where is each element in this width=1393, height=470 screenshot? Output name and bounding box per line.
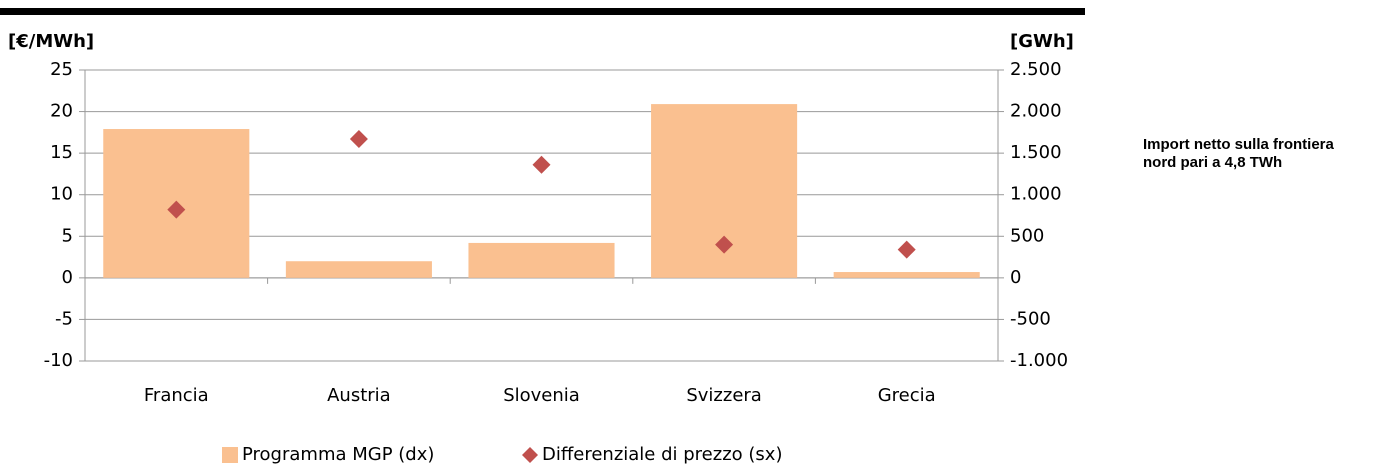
x-tick-label: Grecia [878, 385, 936, 406]
diamond [897, 240, 916, 259]
x-tick-label: Svizzera [686, 385, 761, 406]
y-tick-label: -10 [44, 350, 73, 371]
y2-tick-label: 1.500 [1010, 142, 1062, 163]
y2-tick-label: 0 [1010, 267, 1021, 288]
legend-swatch [522, 447, 538, 463]
y-axis-title: [€/MWh] [8, 31, 94, 52]
bar [285, 261, 432, 278]
y-tick-label: 20 [50, 101, 73, 122]
y-tick-label: 5 [62, 225, 73, 246]
y2-tick-label: 1.000 [1010, 184, 1062, 205]
bar [833, 272, 980, 278]
x-tick-label: Austria [327, 385, 391, 406]
diamond [349, 130, 368, 149]
y-tick-label: 0 [62, 267, 73, 288]
y-tick-label: 25 [50, 59, 73, 80]
annotation: Import netto sulla frontiera nord pari a… [1143, 136, 1334, 171]
y2-tick-label: -500 [1010, 308, 1051, 329]
diamond [167, 200, 186, 219]
diamond [715, 235, 734, 254]
legend-label: Differenziale di prezzo (sx) [542, 444, 782, 465]
x-tick-label: Slovenia [503, 385, 580, 406]
bar [468, 242, 615, 278]
y-tick-label: 15 [50, 142, 73, 163]
y-tick-label: 10 [50, 184, 73, 205]
y-tick-label: -5 [55, 308, 73, 329]
legend-label: Programma MGP (dx) [242, 444, 434, 465]
y2-tick-label: -1.000 [1010, 350, 1068, 371]
diamond [532, 155, 551, 174]
y2-tick-label: 2.000 [1010, 101, 1062, 122]
y2-tick-label: 2.500 [1010, 59, 1062, 80]
legend-swatch [222, 447, 238, 463]
x-tick-label: Francia [144, 385, 209, 406]
y2-axis-title: [GWh] [1010, 31, 1074, 52]
top-rule [0, 8, 1085, 15]
y2-tick-label: 500 [1010, 225, 1044, 246]
